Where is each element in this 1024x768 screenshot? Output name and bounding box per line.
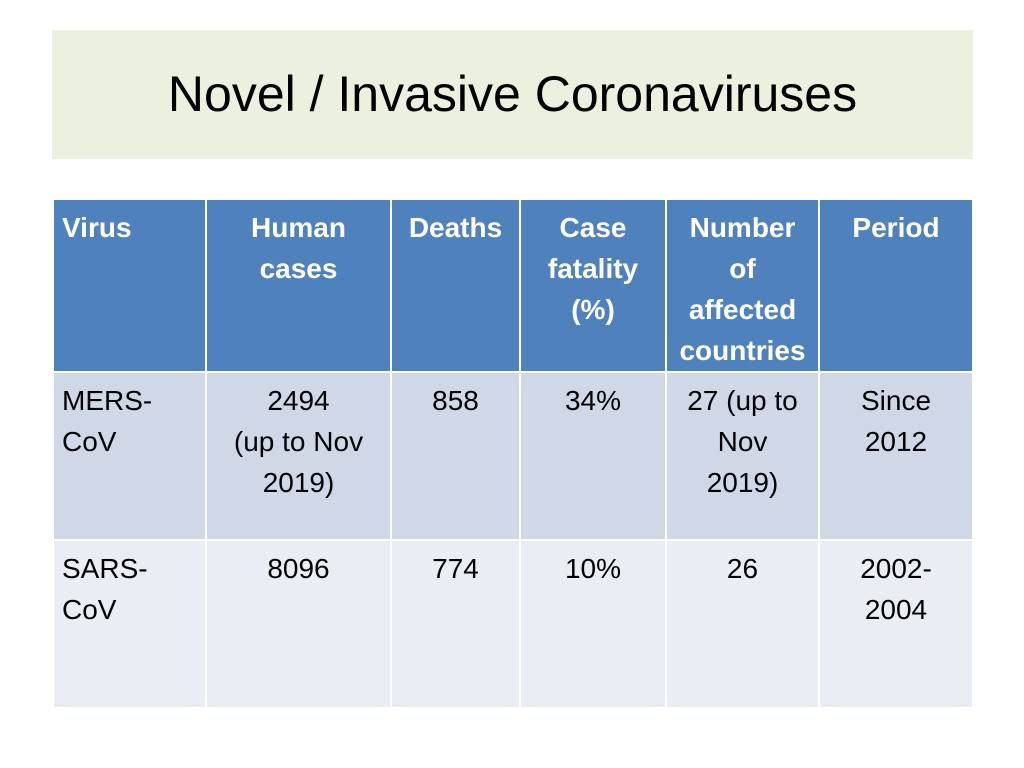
cell-virus: SARS- CoV	[52, 539, 207, 709]
cell-case-fatality: 10%	[519, 539, 667, 709]
cell-period: 2002- 2004	[818, 539, 974, 709]
cell-affected-countries: 27 (up to Nov 2019)	[665, 371, 820, 541]
header-human-cases: Human cases	[205, 198, 392, 373]
cell-case-fatality: 34%	[519, 371, 667, 541]
cell-human-cases: 8096	[205, 539, 392, 709]
cell-period: Since 2012	[818, 371, 974, 541]
cell-human-cases: 2494 (up to Nov 2019)	[205, 371, 392, 541]
table-row: MERS- CoV 2494 (up to Nov 2019) 858 34% …	[52, 371, 974, 541]
slide-title: Novel / Invasive Coronaviruses	[167, 66, 858, 122]
header-affected-countries: Number of affected countries	[665, 198, 820, 373]
title-band: Novel / Invasive Coronaviruses	[52, 30, 973, 159]
table-row: SARS- CoV 8096 774 10% 26 2002- 2004	[52, 539, 974, 709]
header-case-fatality: Case fatality (%)	[519, 198, 667, 373]
table-header-row: Virus Human cases Deaths Case fatality (…	[52, 198, 974, 373]
cell-virus: MERS- CoV	[52, 371, 207, 541]
coronavirus-table: Virus Human cases Deaths Case fatality (…	[52, 198, 974, 709]
cell-deaths: 858	[390, 371, 521, 541]
header-period: Period	[818, 198, 974, 373]
cell-affected-countries: 26	[665, 539, 820, 709]
header-virus: Virus	[52, 198, 207, 373]
header-deaths: Deaths	[390, 198, 521, 373]
cell-deaths: 774	[390, 539, 521, 709]
